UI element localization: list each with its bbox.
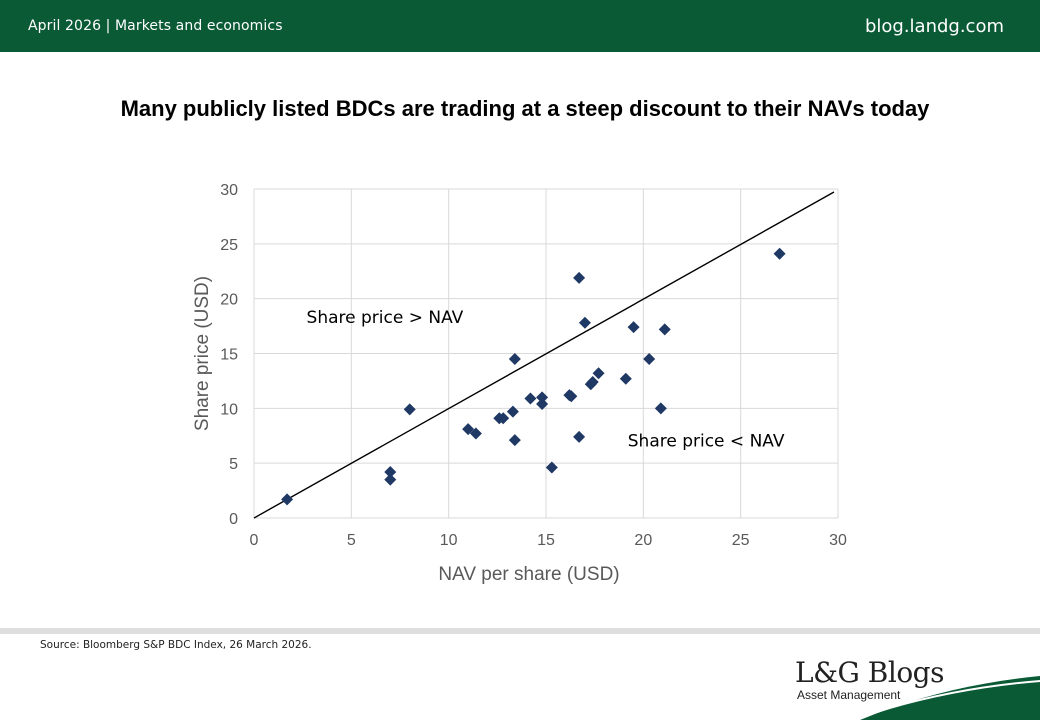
- annotation-below-nav: Share price < NAV: [628, 432, 785, 452]
- data-point: [654, 402, 667, 415]
- data-point: [658, 323, 671, 336]
- data-point: [536, 391, 549, 404]
- y-tick-label: 25: [220, 237, 238, 254]
- data-point: [545, 461, 558, 474]
- data-point: [578, 316, 591, 329]
- y-tick-label: 0: [229, 511, 238, 528]
- lg-blogs-logo[interactable]: L&G Blogs: [795, 656, 944, 689]
- data-point: [524, 392, 537, 405]
- footer-divider: [0, 628, 1040, 634]
- data-point: [619, 372, 632, 385]
- data-point: [403, 403, 416, 416]
- x-tick-label: 20: [634, 532, 652, 549]
- data-point: [508, 352, 521, 365]
- x-axis-label: NAV per share (USD): [438, 564, 619, 585]
- data-point: [586, 376, 599, 389]
- annotation-above-nav: Share price > NAV: [307, 308, 464, 328]
- logo-subtitle: Asset Management: [797, 688, 901, 702]
- source-note: Source: Bloomberg S&P BDC Index, 26 Marc…: [40, 639, 312, 651]
- header-bar: April 2026 | Markets and economics blog.…: [0, 0, 1040, 52]
- chart-title: Many publicly listed BDCs are trading at…: [120, 96, 930, 121]
- date-category-label: April 2026 | Markets and economics: [28, 18, 283, 34]
- y-tick-label: 15: [220, 347, 238, 364]
- data-point: [384, 473, 397, 486]
- data-point: [573, 271, 586, 284]
- data-point: [627, 321, 640, 334]
- x-tick-label: 30: [829, 532, 847, 549]
- y-tick-label: 20: [220, 292, 238, 309]
- site-link[interactable]: blog.landg.com: [864, 16, 1004, 37]
- data-point: [281, 493, 294, 506]
- data-point: [565, 390, 578, 403]
- data-point: [469, 427, 482, 440]
- parity-line: [253, 191, 835, 519]
- y-tick-label: 10: [220, 401, 238, 418]
- x-tick-label: 10: [440, 532, 458, 549]
- data-point: [506, 405, 519, 418]
- x-tick-label: 0: [250, 532, 259, 549]
- data-point: [384, 465, 397, 478]
- data-point: [573, 430, 586, 443]
- data-point: [508, 434, 521, 447]
- data-point: [536, 397, 549, 410]
- y-tick-label: 5: [229, 456, 238, 473]
- y-tick-label: 30: [220, 182, 238, 199]
- y-axis-label: Share price (USD): [192, 276, 213, 431]
- data-point: [592, 367, 605, 380]
- x-tick-label: 15: [537, 532, 555, 549]
- x-tick-label: 25: [732, 532, 750, 549]
- x-tick-label: 5: [347, 532, 356, 549]
- data-point: [773, 247, 786, 260]
- data-point: [462, 423, 475, 436]
- data-point: [497, 412, 510, 425]
- data-point: [643, 352, 656, 365]
